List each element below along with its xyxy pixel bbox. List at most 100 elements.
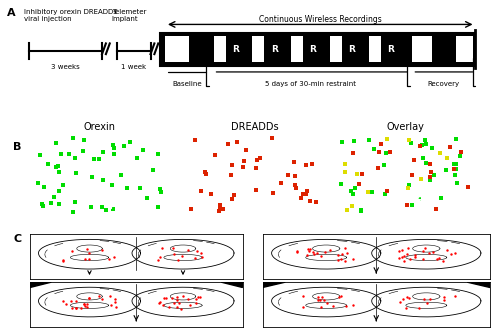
Point bbox=[293, 249, 301, 255]
Point bbox=[417, 177, 425, 182]
Point bbox=[154, 257, 162, 263]
Point bbox=[404, 185, 412, 191]
Point bbox=[65, 152, 73, 157]
Point bbox=[156, 186, 164, 191]
Point bbox=[227, 172, 235, 178]
Point bbox=[386, 149, 394, 154]
Bar bbox=[214, 36, 226, 62]
Point bbox=[34, 181, 42, 186]
Point bbox=[440, 297, 448, 302]
Point bbox=[117, 173, 125, 178]
Point bbox=[383, 188, 391, 193]
Point bbox=[106, 293, 114, 299]
Point bbox=[293, 248, 301, 254]
Point bbox=[120, 143, 128, 148]
Text: B: B bbox=[13, 142, 21, 152]
Text: R: R bbox=[387, 45, 394, 54]
Point bbox=[336, 294, 344, 299]
Bar bbox=[165, 36, 190, 62]
Point bbox=[426, 175, 434, 180]
Point bbox=[83, 302, 91, 307]
Point bbox=[344, 250, 351, 255]
Point bbox=[196, 189, 204, 194]
Point bbox=[300, 304, 308, 310]
Point bbox=[106, 302, 114, 308]
Point bbox=[302, 192, 310, 197]
Point bbox=[292, 185, 300, 191]
Point bbox=[412, 252, 420, 257]
Text: R: R bbox=[270, 45, 278, 54]
Polygon shape bbox=[30, 282, 52, 287]
Point bbox=[284, 172, 292, 177]
Point bbox=[334, 252, 342, 257]
Point bbox=[420, 297, 428, 302]
Point bbox=[98, 297, 106, 302]
Point bbox=[184, 296, 192, 301]
Point bbox=[428, 146, 436, 151]
Bar bbox=[369, 36, 381, 62]
Point bbox=[428, 249, 436, 255]
Point bbox=[156, 254, 164, 259]
Point bbox=[398, 254, 406, 259]
Text: 5 days of 30-min restraint: 5 days of 30-min restraint bbox=[265, 82, 356, 87]
Point bbox=[252, 187, 260, 192]
Polygon shape bbox=[221, 282, 242, 287]
Polygon shape bbox=[262, 282, 285, 287]
Point bbox=[98, 247, 106, 252]
Point bbox=[450, 161, 458, 166]
Point bbox=[194, 249, 202, 254]
Text: Overlay: Overlay bbox=[386, 122, 424, 132]
Point bbox=[84, 250, 92, 255]
Point bbox=[175, 300, 183, 306]
Point bbox=[318, 253, 326, 258]
Point bbox=[338, 182, 345, 187]
Point bbox=[348, 204, 356, 209]
Point bbox=[268, 136, 276, 141]
Point bbox=[84, 247, 92, 252]
Point bbox=[420, 246, 428, 251]
Point bbox=[156, 189, 164, 194]
Point bbox=[108, 183, 116, 188]
Point bbox=[98, 178, 106, 183]
Bar bbox=[252, 36, 264, 62]
Point bbox=[112, 304, 120, 309]
Polygon shape bbox=[467, 282, 490, 287]
Point bbox=[416, 143, 424, 148]
Point bbox=[85, 295, 93, 301]
Point bbox=[170, 251, 178, 256]
Point bbox=[451, 173, 459, 178]
Point bbox=[169, 246, 177, 251]
Point bbox=[110, 297, 118, 302]
Point bbox=[110, 152, 118, 157]
Point bbox=[178, 253, 186, 259]
Point bbox=[316, 298, 324, 303]
Point bbox=[154, 205, 162, 210]
Point bbox=[72, 306, 80, 311]
Point bbox=[68, 248, 76, 254]
Point bbox=[99, 149, 107, 155]
Text: C: C bbox=[13, 234, 21, 244]
Point bbox=[156, 299, 164, 305]
Point bbox=[52, 165, 60, 170]
Point bbox=[50, 195, 58, 200]
Point bbox=[450, 166, 458, 172]
Point bbox=[310, 251, 318, 257]
Point bbox=[452, 166, 460, 172]
Point bbox=[433, 256, 441, 261]
Point bbox=[354, 182, 362, 187]
Point bbox=[396, 248, 404, 254]
Bar bbox=[291, 36, 304, 62]
Point bbox=[374, 165, 382, 171]
Point bbox=[164, 304, 172, 309]
Point bbox=[306, 199, 314, 204]
Bar bbox=[456, 36, 473, 62]
Point bbox=[396, 255, 404, 261]
Point bbox=[298, 196, 306, 201]
Point bbox=[408, 203, 416, 208]
Point bbox=[69, 209, 77, 214]
Text: Inhibitory orexin DREADDs
viral injection: Inhibitory orexin DREADDs viral injectio… bbox=[24, 9, 118, 22]
Point bbox=[216, 206, 224, 211]
Bar bbox=[160, 33, 476, 66]
Point bbox=[136, 185, 143, 190]
Point bbox=[402, 305, 410, 311]
